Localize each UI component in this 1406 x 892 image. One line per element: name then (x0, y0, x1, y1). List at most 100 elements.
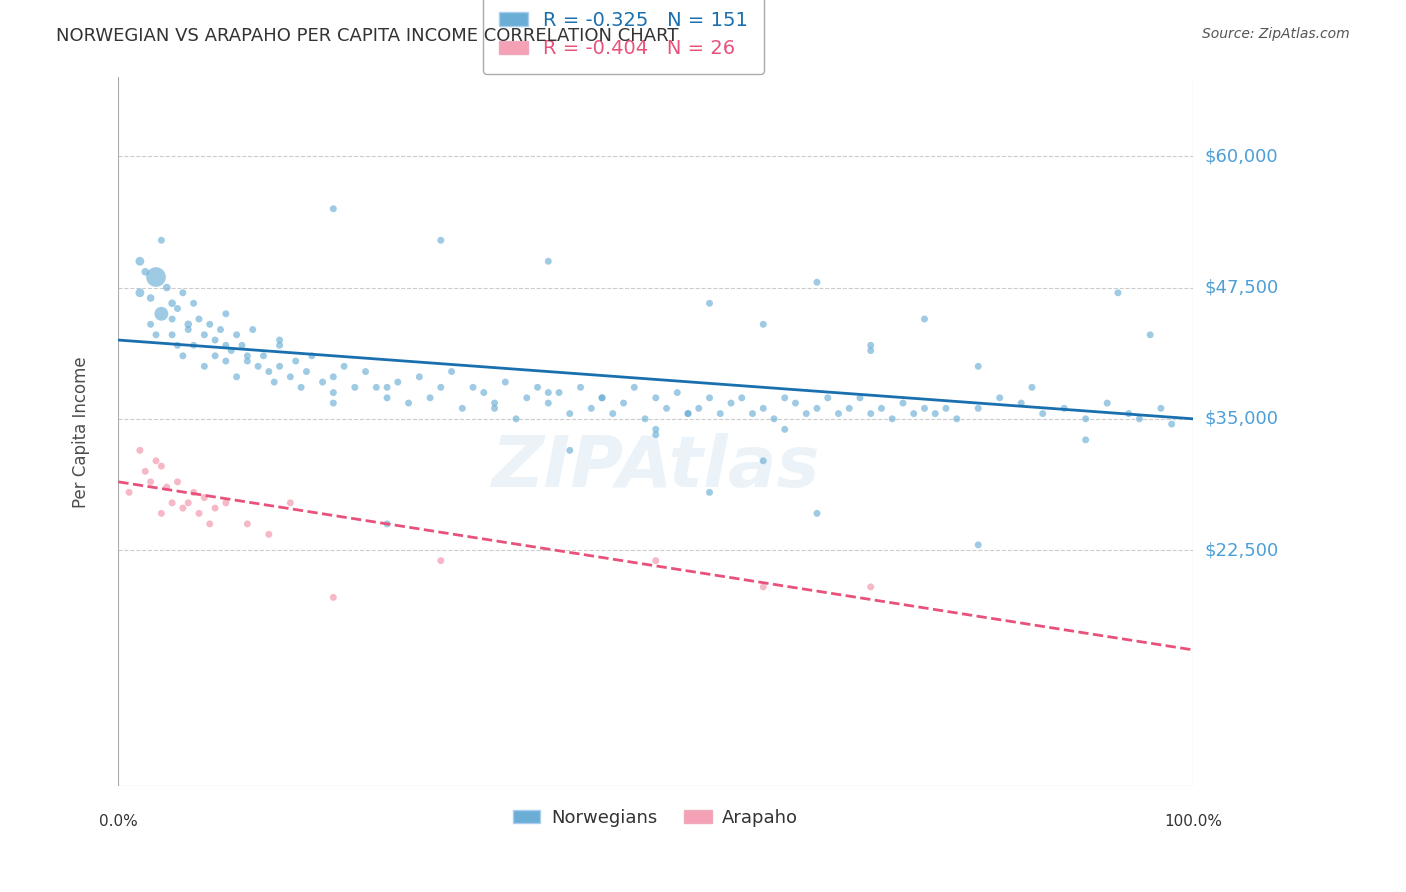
Point (988, 391, 1011, 405)
Point (773, 422, 796, 436)
Point (505, 412, 527, 426)
Point (1139, 327, 1161, 342)
Point (1118, 407, 1140, 421)
Point (461, 380, 484, 394)
Point (198, 516, 221, 531)
Point (762, 412, 785, 426)
Point (166, 475, 188, 489)
Point (128, 254, 150, 268)
Point (134, 265, 156, 279)
Point (177, 322, 200, 336)
Point (484, 396, 506, 410)
Point (430, 233, 453, 247)
Point (752, 318, 775, 332)
Point (128, 285, 150, 300)
Point (375, 380, 398, 394)
Point (785, 396, 807, 410)
Point (280, 369, 302, 384)
Point (343, 380, 366, 394)
Point (1053, 401, 1076, 416)
Point (806, 507, 828, 521)
Point (838, 401, 860, 416)
Point (183, 485, 205, 500)
Point (903, 407, 925, 421)
Point (870, 401, 893, 416)
Point (150, 307, 173, 321)
Point (150, 507, 173, 521)
Point (145, 270, 167, 285)
Point (526, 380, 548, 394)
Point (295, 365, 318, 379)
Point (177, 496, 200, 510)
Point (558, 443, 581, 458)
Point (1150, 401, 1173, 416)
Point (188, 312, 211, 326)
Point (172, 501, 194, 516)
Point (1128, 412, 1150, 426)
Point (516, 391, 538, 405)
Point (967, 401, 990, 416)
Point (366, 380, 388, 394)
Point (1074, 412, 1097, 426)
Point (156, 480, 179, 494)
Point (967, 359, 990, 374)
Point (612, 396, 634, 410)
Point (591, 391, 613, 405)
Point (322, 202, 344, 216)
Point (204, 333, 226, 347)
Point (134, 464, 156, 478)
Point (882, 412, 904, 426)
Point (484, 401, 506, 416)
Point (209, 322, 232, 336)
Point (139, 475, 162, 489)
Point (591, 391, 613, 405)
Point (699, 391, 721, 405)
Point (806, 401, 828, 416)
Point (375, 516, 398, 531)
Text: $22,500: $22,500 (1205, 541, 1278, 559)
Point (198, 318, 221, 332)
Point (183, 296, 205, 310)
Point (188, 507, 211, 521)
Point (280, 496, 302, 510)
Point (156, 280, 179, 294)
Point (537, 396, 560, 410)
Point (935, 401, 957, 416)
Point (145, 454, 167, 468)
Point (387, 375, 409, 389)
Point (581, 401, 603, 416)
Point (859, 580, 882, 594)
Point (634, 412, 657, 426)
Point (204, 501, 226, 516)
Point (419, 391, 441, 405)
Point (408, 369, 430, 384)
Point (644, 427, 666, 442)
Point (1021, 380, 1043, 394)
Point (263, 375, 285, 389)
Point (548, 385, 571, 400)
Point (924, 407, 946, 421)
Point (676, 407, 699, 421)
Point (139, 291, 162, 305)
Point (451, 401, 474, 416)
Point (183, 338, 205, 352)
Point (773, 391, 796, 405)
Point (193, 359, 215, 374)
Point (644, 391, 666, 405)
Point (752, 401, 775, 416)
Point (139, 318, 162, 332)
Point (311, 375, 333, 389)
Point (231, 338, 253, 352)
Point (236, 349, 259, 363)
Point (655, 401, 678, 416)
Point (537, 254, 560, 268)
Point (193, 491, 215, 505)
Point (269, 359, 291, 374)
Point (688, 401, 710, 416)
Point (145, 327, 167, 342)
Point (160, 496, 183, 510)
Point (794, 407, 817, 421)
Point (806, 275, 828, 289)
Point (354, 365, 377, 379)
Point (242, 322, 264, 336)
